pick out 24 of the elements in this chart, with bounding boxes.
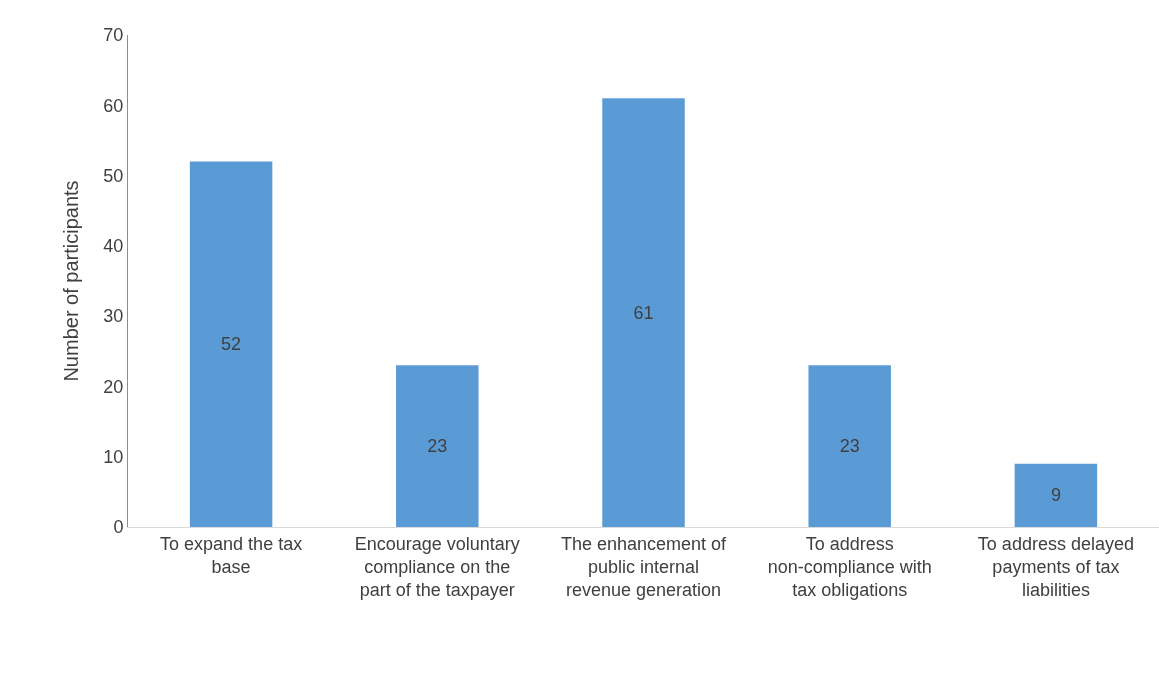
y-tick-label: 30 [103, 306, 124, 327]
x-tick-label: To address non-compliance with tax obligations [767, 533, 932, 601]
y-tick-label: 10 [103, 447, 124, 468]
bar [808, 365, 891, 527]
y-tick-label: 70 [103, 25, 124, 46]
bar [189, 161, 273, 527]
y-tick-label: 0 [113, 517, 124, 538]
y-axis-title: Number of participants [60, 180, 82, 382]
data-label: 9 [1050, 485, 1061, 506]
data-label: 61 [633, 302, 654, 323]
y-tick-label: 20 [103, 376, 124, 397]
y-tick-label: 50 [103, 165, 124, 186]
data-label: 23 [839, 436, 860, 457]
bar [396, 365, 479, 527]
data-label: 23 [427, 436, 448, 457]
y-tick-label: 40 [103, 236, 124, 257]
x-tick-label: To expand the tax base [160, 533, 303, 577]
x-tick-label: Encourage voluntary compliance on the part of the taxpayer [354, 533, 520, 601]
data-label: 52 [221, 334, 242, 355]
bar [602, 98, 685, 527]
x-tick-label: The enhancement of public internal revenue generation [560, 533, 728, 601]
x-tick-label: To address delayed payments of tax liabilities [977, 533, 1134, 601]
bar [1014, 463, 1098, 527]
y-tick-label: 60 [103, 95, 124, 116]
